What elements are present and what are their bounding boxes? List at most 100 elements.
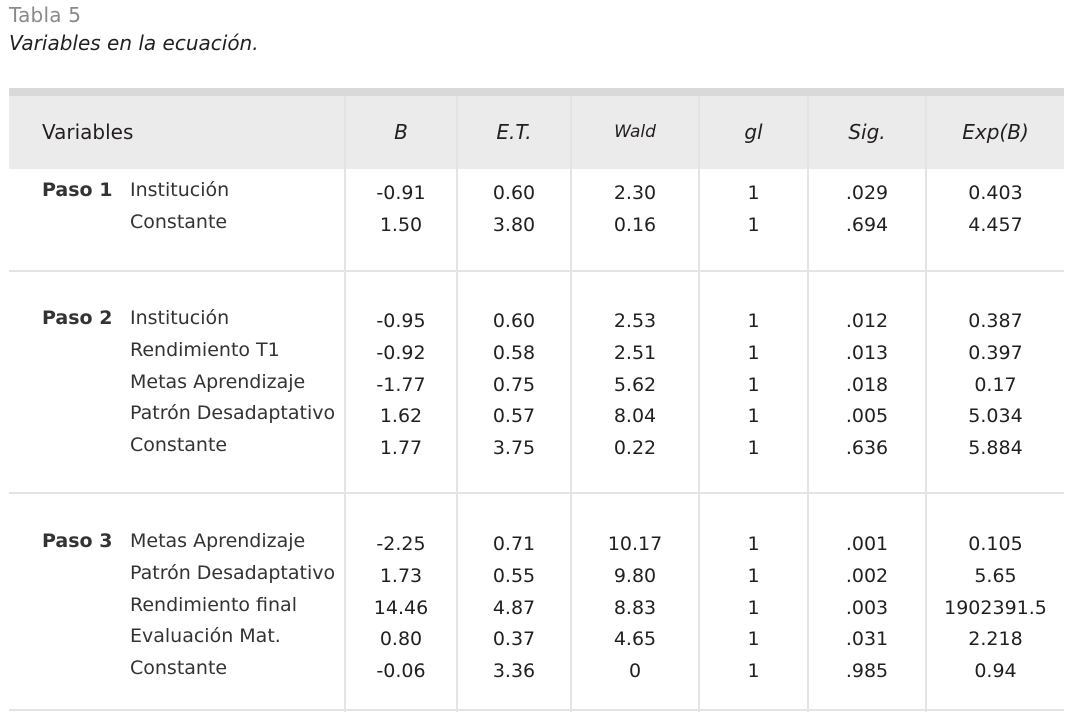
cell-b: -1.77 xyxy=(376,373,426,396)
cell-expb: 4.457 xyxy=(968,213,1023,236)
cell-gl: 1 xyxy=(747,373,760,396)
cell-sig: .031 xyxy=(845,628,889,651)
cell-gl: 1 xyxy=(747,533,760,555)
regression-table: Variables B E.T. Wald gl Sig. Exp(B) Pas… xyxy=(9,88,1064,712)
cell-b: 14.46 xyxy=(373,596,429,619)
header-wald: Wald xyxy=(614,122,656,142)
cell-sig: .013 xyxy=(845,341,889,364)
cell-sig: .003 xyxy=(845,596,889,619)
cell-wald: 5.62 xyxy=(613,373,657,396)
cell-wald: 0.16 xyxy=(613,213,657,236)
cell-et: 3.36 xyxy=(492,660,536,683)
cell-et: 3.75 xyxy=(492,437,536,460)
table-top-border xyxy=(9,88,1064,96)
cell-b: -0.92 xyxy=(376,341,426,364)
cell-b: 0.80 xyxy=(379,628,423,651)
cell-gl: 1 xyxy=(747,310,760,332)
variable-name: Constante xyxy=(130,434,228,457)
cell-expb: 5.884 xyxy=(968,437,1023,460)
cell-wald: 2.53 xyxy=(613,310,657,332)
cell-wald: 4.65 xyxy=(613,628,657,651)
header-sig: Sig. xyxy=(848,120,886,144)
cell-sig: .018 xyxy=(845,373,889,396)
cell-et: 3.80 xyxy=(492,213,536,236)
cell-sig: .694 xyxy=(845,213,889,236)
cell-sig: .029 xyxy=(845,182,889,204)
cell-b: -0.91 xyxy=(376,182,426,204)
variable-name: Metas Aprendizaje xyxy=(130,370,306,393)
cell-expb: 5.034 xyxy=(968,405,1023,428)
cell-b: 1.77 xyxy=(379,437,423,460)
cell-expb: 1902391.5 xyxy=(944,596,1047,619)
header-gl: gl xyxy=(744,120,763,144)
cell-expb: 2.218 xyxy=(968,628,1023,651)
cell-wald: 2.51 xyxy=(613,341,657,364)
column-divider xyxy=(925,96,927,712)
cell-gl: 1 xyxy=(747,660,760,683)
header-expb: Exp(B) xyxy=(962,120,1029,144)
caption-title: Variables en la ecuación. xyxy=(9,31,259,55)
variable-name: Patrón Desadaptativo xyxy=(130,402,336,425)
header-variables: Variables xyxy=(42,120,134,144)
cell-expb: 0.105 xyxy=(968,533,1023,555)
cell-expb: 0.397 xyxy=(968,341,1023,364)
cell-gl: 1 xyxy=(747,437,760,460)
cell-b: 1.50 xyxy=(379,213,423,236)
cell-et: 0.37 xyxy=(492,628,536,651)
cell-et: 0.71 xyxy=(492,533,536,555)
cell-sig: .012 xyxy=(845,310,889,332)
cell-expb: 0.387 xyxy=(968,310,1023,332)
cell-b: -2.25 xyxy=(376,533,426,555)
header-et: E.T. xyxy=(496,120,532,144)
cell-wald: 8.83 xyxy=(613,596,657,619)
cell-sig: .001 xyxy=(845,533,889,555)
cell-sig: .636 xyxy=(845,437,889,460)
cell-et: 0.58 xyxy=(492,341,536,364)
cell-b: -0.95 xyxy=(376,310,426,332)
cell-et: 0.57 xyxy=(492,405,536,428)
variable-name: Institución xyxy=(130,307,230,329)
variable-name: Constante xyxy=(130,210,228,233)
step-label: Paso 2 xyxy=(42,307,113,329)
column-divider xyxy=(456,96,458,712)
cell-b: -0.06 xyxy=(376,660,426,683)
cell-gl: 1 xyxy=(747,341,760,364)
cell-et: 0.60 xyxy=(492,182,536,204)
cell-et: 0.75 xyxy=(492,373,536,396)
cell-expb: 0.17 xyxy=(974,373,1017,396)
table-bottom-border xyxy=(9,709,1064,711)
table-header-row xyxy=(9,96,1064,169)
column-divider xyxy=(698,96,700,712)
variable-name: Institución xyxy=(130,179,230,201)
column-divider xyxy=(344,96,346,712)
cell-expb: 5.65 xyxy=(974,564,1017,587)
cell-sig: .002 xyxy=(845,564,889,587)
variable-name: Patrón Desadaptativo xyxy=(130,561,336,584)
cell-wald: 9.80 xyxy=(613,564,657,587)
step-divider xyxy=(9,492,1064,494)
cell-wald: 0.22 xyxy=(613,437,657,460)
column-divider xyxy=(807,96,809,712)
cell-gl: 1 xyxy=(747,628,760,651)
variable-name: Rendimiento final xyxy=(130,593,297,616)
column-divider xyxy=(570,96,572,712)
cell-et: 0.60 xyxy=(492,310,536,332)
cell-wald: 0 xyxy=(628,660,642,683)
caption-number: Tabla 5 xyxy=(9,3,82,27)
variable-name: Constante xyxy=(130,657,228,680)
step-divider xyxy=(9,270,1064,272)
cell-wald: 8.04 xyxy=(613,405,657,428)
step-label: Paso 1 xyxy=(42,179,113,201)
variable-name: Metas Aprendizaje xyxy=(130,530,306,552)
cell-et: 4.87 xyxy=(492,596,536,619)
header-b: B xyxy=(394,120,408,144)
cell-b: 1.73 xyxy=(379,564,423,587)
cell-wald: 2.30 xyxy=(613,182,657,204)
cell-sig: .985 xyxy=(845,660,889,683)
variable-name: Evaluación Mat. xyxy=(130,625,281,648)
cell-gl: 1 xyxy=(747,405,760,428)
cell-et: 0.55 xyxy=(492,564,536,587)
cell-sig: .005 xyxy=(845,405,889,428)
variable-name: Rendimiento T1 xyxy=(130,338,280,361)
cell-expb: 0.403 xyxy=(968,182,1023,204)
